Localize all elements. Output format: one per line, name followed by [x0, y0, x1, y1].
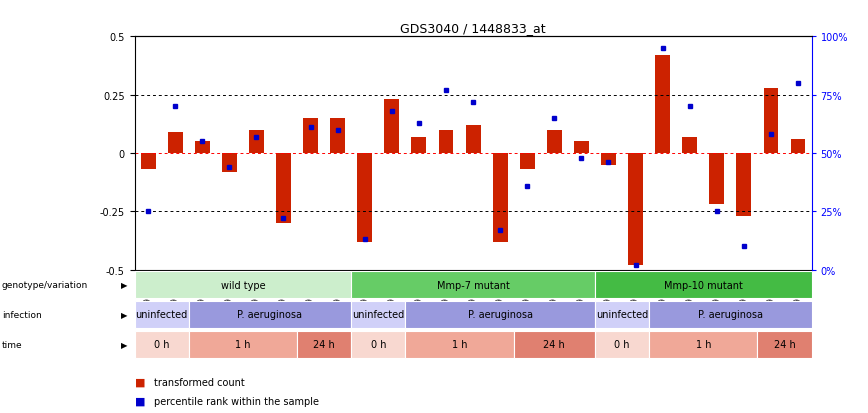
- Bar: [405, 301, 595, 328]
- Text: infection: infection: [2, 310, 42, 319]
- Bar: [595, 331, 649, 358]
- Text: uninfected: uninfected: [596, 310, 648, 320]
- Bar: [655, 56, 670, 154]
- Bar: [194, 142, 210, 154]
- Bar: [595, 272, 812, 298]
- Bar: [276, 154, 291, 223]
- Text: genotype/variation: genotype/variation: [2, 280, 88, 290]
- Bar: [303, 119, 318, 154]
- Text: time: time: [2, 340, 23, 349]
- Bar: [682, 138, 697, 154]
- Bar: [135, 331, 188, 358]
- Bar: [168, 133, 182, 154]
- Bar: [141, 154, 155, 170]
- Bar: [411, 138, 426, 154]
- Bar: [601, 154, 616, 165]
- Bar: [222, 154, 237, 172]
- Text: ▶: ▶: [122, 310, 128, 319]
- Bar: [520, 154, 535, 170]
- Bar: [514, 331, 595, 358]
- Text: ■: ■: [135, 377, 145, 387]
- Text: P. aeruginosa: P. aeruginosa: [238, 310, 302, 320]
- Text: uninfected: uninfected: [352, 310, 404, 320]
- Bar: [595, 301, 649, 328]
- Bar: [649, 331, 758, 358]
- Bar: [188, 331, 297, 358]
- Text: P. aeruginosa: P. aeruginosa: [698, 310, 763, 320]
- Bar: [249, 131, 264, 154]
- Bar: [628, 154, 643, 266]
- Text: P. aeruginosa: P. aeruginosa: [468, 310, 533, 320]
- Bar: [297, 331, 352, 358]
- Text: Mmp-7 mutant: Mmp-7 mutant: [437, 280, 510, 290]
- Bar: [764, 88, 779, 154]
- Bar: [358, 154, 372, 242]
- Text: 1 h: 1 h: [235, 339, 251, 349]
- Bar: [547, 131, 562, 154]
- Bar: [405, 331, 514, 358]
- Text: percentile rank within the sample: percentile rank within the sample: [154, 396, 319, 406]
- Bar: [465, 126, 481, 154]
- Bar: [649, 301, 812, 328]
- Bar: [574, 142, 589, 154]
- Bar: [352, 301, 405, 328]
- Bar: [352, 272, 595, 298]
- Bar: [188, 301, 352, 328]
- Bar: [758, 331, 812, 358]
- Text: 0 h: 0 h: [154, 339, 169, 349]
- Bar: [135, 272, 352, 298]
- Text: 0 h: 0 h: [615, 339, 630, 349]
- Bar: [385, 100, 399, 154]
- Text: ▶: ▶: [122, 340, 128, 349]
- Bar: [493, 154, 508, 242]
- Text: 1 h: 1 h: [695, 339, 711, 349]
- Text: wild type: wild type: [220, 280, 266, 290]
- Bar: [352, 331, 405, 358]
- Bar: [791, 140, 806, 154]
- Text: 24 h: 24 h: [773, 339, 795, 349]
- Text: Mmp-10 mutant: Mmp-10 mutant: [664, 280, 743, 290]
- Text: 24 h: 24 h: [543, 339, 565, 349]
- Bar: [438, 131, 453, 154]
- Text: uninfected: uninfected: [135, 310, 187, 320]
- Bar: [736, 154, 752, 216]
- Text: transformed count: transformed count: [154, 377, 245, 387]
- Bar: [709, 154, 724, 205]
- Text: 1 h: 1 h: [451, 339, 467, 349]
- Title: GDS3040 / 1448833_at: GDS3040 / 1448833_at: [400, 21, 546, 35]
- Bar: [135, 301, 188, 328]
- Text: 0 h: 0 h: [371, 339, 386, 349]
- Text: ▶: ▶: [122, 280, 128, 290]
- Bar: [330, 119, 345, 154]
- Text: ■: ■: [135, 396, 145, 406]
- Text: 24 h: 24 h: [313, 339, 335, 349]
